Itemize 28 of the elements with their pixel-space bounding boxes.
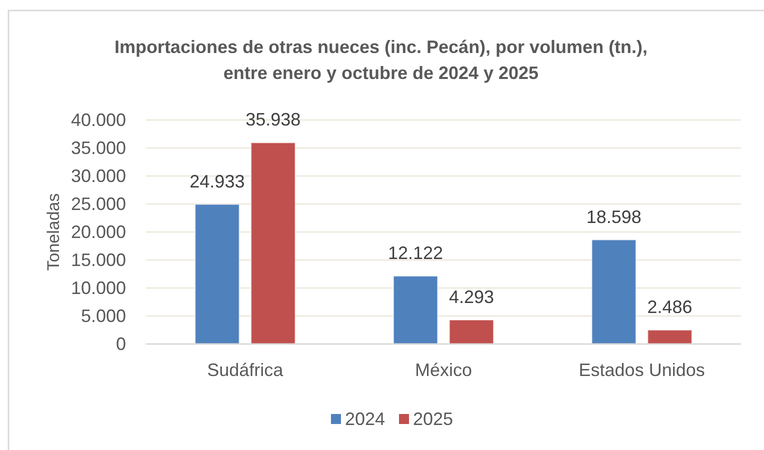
y-tick-label: 0 xyxy=(116,334,126,354)
y-tick-label: 10.000 xyxy=(70,278,126,298)
y-tick-label: 30.000 xyxy=(70,166,126,186)
x-tick-label: Sudáfrica xyxy=(207,360,284,380)
y-tick-label: 5.000 xyxy=(80,306,126,326)
y-tick-label: 35.000 xyxy=(70,138,126,158)
y-tick-label: 15.000 xyxy=(70,250,126,270)
x-tick-label: México xyxy=(414,360,472,380)
y-tick-label: 40.000 xyxy=(70,110,126,130)
y-axis-title: Toneladas xyxy=(44,193,63,271)
bar xyxy=(393,276,438,344)
chart-title: Importaciones de otras nueces (inc. Pecán), por volumen (tn.), entre enero y octubre de 2024 y 2025 xyxy=(114,37,648,83)
y-tick-label: 25.000 xyxy=(70,194,126,214)
legend-label: 2025 xyxy=(413,409,454,429)
data-label: 4.293 xyxy=(448,286,494,307)
bar xyxy=(448,319,494,344)
data-label: 35.938 xyxy=(246,110,301,130)
data-label: 12.122 xyxy=(388,243,444,264)
data-label: 18.598 xyxy=(586,206,642,227)
bar xyxy=(194,204,240,344)
bar xyxy=(250,142,296,344)
legend-label: 2024 xyxy=(344,409,386,429)
y-tick-label: 20.000 xyxy=(70,222,126,242)
bar xyxy=(647,330,692,344)
data-label: 2.486 xyxy=(647,297,692,318)
bar xyxy=(591,239,636,344)
data-label: 24.933 xyxy=(190,171,245,192)
x-tick-label: Estados Unidos xyxy=(578,360,705,380)
